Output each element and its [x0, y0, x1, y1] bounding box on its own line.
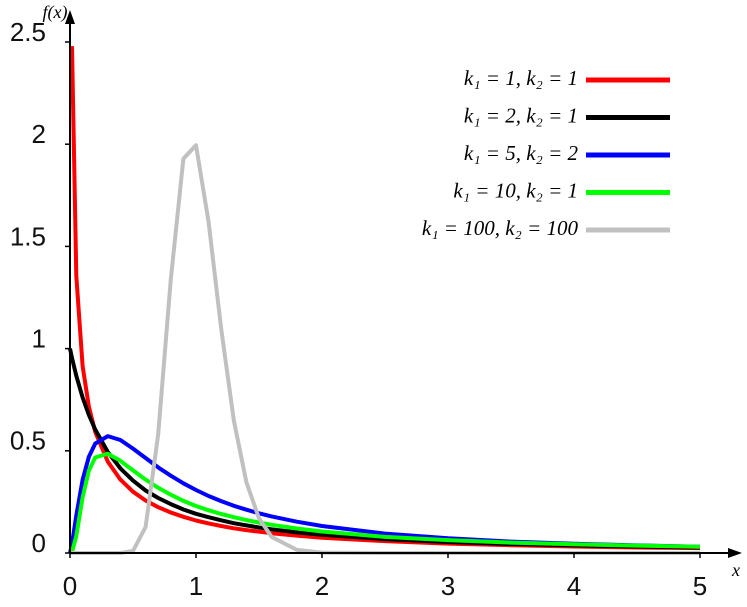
- legend-label: k₁ = 2, k₂ = 1: [464, 103, 578, 127]
- y-tick-label: 2: [32, 119, 46, 149]
- legend-label: k₁ = 5, k₂ = 2: [464, 141, 579, 165]
- series-line: [69, 451, 701, 555]
- y-tick-label: 1.5: [10, 221, 46, 251]
- legend-label: k₁ = 100, k₂ = 100: [422, 216, 579, 240]
- series-line: [68, 434, 701, 554]
- y-axis-arrow: [65, 10, 75, 24]
- legend-label: k₁ = 1, k₂ = 1: [464, 66, 578, 90]
- x-tick-label: 4: [567, 571, 581, 601]
- x-tick-label: 3: [441, 571, 455, 601]
- x-tick-label: 1: [189, 571, 203, 601]
- y-tick-label: 0.5: [10, 426, 46, 456]
- y-axis-label: f(x): [43, 2, 68, 23]
- x-tick-label: 5: [693, 571, 707, 601]
- series-line: [68, 348, 701, 550]
- x-axis-label: x: [731, 560, 740, 580]
- x-tick-label: 2: [315, 571, 329, 601]
- y-tick-label: 1: [32, 323, 46, 353]
- legend-box: [392, 58, 582, 262]
- y-tick-label: 2.5: [10, 17, 46, 47]
- y-tick-label: 0: [32, 528, 46, 558]
- x-tick-label: 0: [63, 571, 77, 601]
- legend-label: k₁ = 10, k₂ = 1: [453, 178, 578, 202]
- x-axis-arrow: [728, 548, 742, 558]
